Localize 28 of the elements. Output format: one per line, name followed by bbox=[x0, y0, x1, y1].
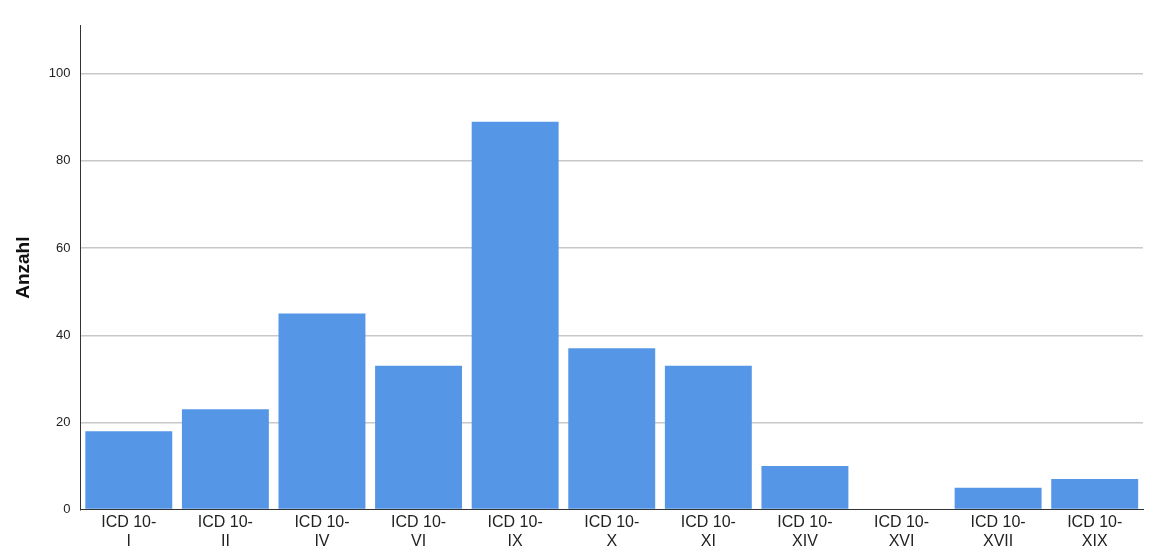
x-tick-label: ICD 10-II bbox=[197, 512, 253, 549]
x-tick-label: ICD 10-XI bbox=[680, 512, 736, 549]
bar bbox=[85, 431, 173, 509]
x-tick-label: ICD 10-X bbox=[584, 512, 640, 549]
x-tick-label: ICD 10-I bbox=[101, 512, 157, 549]
bar bbox=[181, 409, 269, 509]
x-tick-label: ICD 10-VI bbox=[391, 512, 447, 549]
bar bbox=[761, 466, 849, 509]
y-tick-label: 80 bbox=[56, 152, 71, 168]
bar bbox=[375, 365, 463, 509]
bar bbox=[471, 121, 559, 509]
bar bbox=[664, 365, 752, 509]
x-tick-label: ICD 10-XIX bbox=[1067, 512, 1123, 549]
x-tick-label: ICD 10-XIV bbox=[777, 512, 833, 549]
bar bbox=[1051, 479, 1139, 509]
x-tick-label: ICD 10-XVI bbox=[873, 512, 930, 549]
bar bbox=[278, 313, 366, 509]
bar bbox=[954, 487, 1042, 509]
y-tick-label: 100 bbox=[48, 65, 71, 81]
y-axis-title: Anzahl bbox=[11, 236, 33, 299]
x-tick-label: ICD 10-IX bbox=[487, 512, 543, 549]
y-tick-label: 60 bbox=[56, 239, 71, 255]
y-tick-label: 0 bbox=[63, 501, 71, 517]
y-tick-label: 40 bbox=[56, 326, 71, 342]
bar bbox=[568, 348, 656, 509]
x-tick-label: ICD 10-IV bbox=[294, 512, 350, 549]
y-tick-label: 20 bbox=[56, 414, 71, 430]
x-tick-label: ICD 10-XVII bbox=[970, 512, 1026, 549]
